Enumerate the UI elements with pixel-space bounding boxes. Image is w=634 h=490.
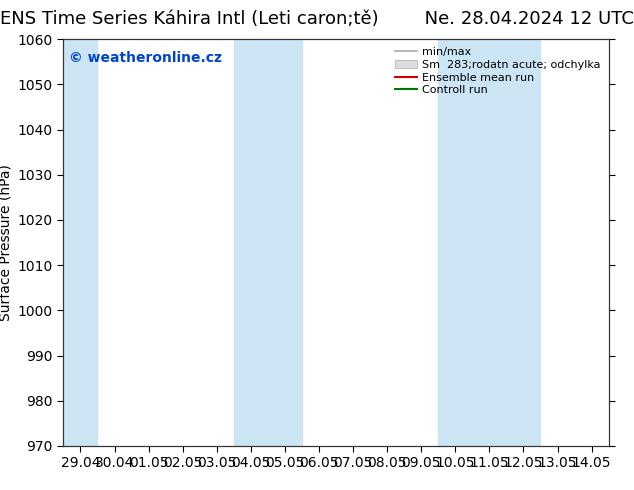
Bar (234, 39, 302, 446)
Text: ENS Time Series Káhira Intl (Leti caron;tě)        Ne. 28.04.2024 12 UTC: ENS Time Series Káhira Intl (Leti caron;… (0, 10, 634, 28)
Text: © weatheronline.cz: © weatheronline.cz (69, 51, 222, 65)
Bar (63, 39, 98, 446)
Legend: min/max, Sm  283;rodatn acute; odchylka, Ensemble mean run, Controll run: min/max, Sm 283;rodatn acute; odchylka, … (392, 45, 603, 98)
Bar (438, 39, 540, 446)
Y-axis label: Surface Pressure (hPa): Surface Pressure (hPa) (0, 164, 12, 321)
